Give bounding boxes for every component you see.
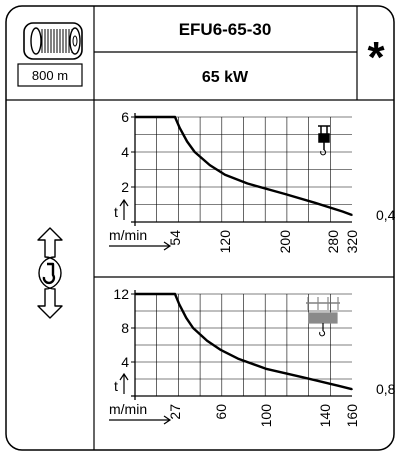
data-point (185, 317, 187, 319)
data-point (341, 210, 344, 213)
data-point (192, 327, 194, 329)
x-tick-label: 100 (258, 404, 274, 428)
data-point (351, 388, 353, 391)
load-speed-chart-bottom: 12 8 4t m/min 27 60 100 140 160 0,8 (109, 286, 396, 427)
power-rating: 65 kW (202, 69, 249, 86)
x-tick-label: 120 (217, 230, 233, 254)
data-point (186, 140, 188, 143)
x-tick-label: 54 (167, 230, 183, 246)
x-tick-label: 160 (344, 404, 360, 428)
single-trolley-icon (318, 125, 330, 156)
card-border (5, 5, 395, 451)
data-point (302, 376, 304, 379)
x-tick-label: 60 (213, 404, 229, 420)
data-point (314, 201, 316, 204)
min-load-label: 0,4 (376, 207, 396, 223)
data-point (246, 182, 249, 185)
model-name: EFU6-65-30 (179, 20, 272, 39)
x-tick-label: 200 (277, 230, 293, 254)
data-point (174, 293, 176, 295)
y-tick-label: 8 (121, 320, 129, 336)
star-marker: * (367, 33, 385, 82)
y-axis-arrow (119, 372, 129, 394)
y-axis-arrow (119, 198, 129, 220)
rope-length-box (17, 63, 83, 87)
min-load-label: 0,8 (376, 381, 396, 397)
x-tick-label: 280 (325, 230, 341, 254)
rope-length: 800 m (32, 68, 68, 83)
x-axis-label: m/min (109, 227, 147, 243)
data-point (174, 116, 176, 118)
data-point (209, 164, 211, 166)
data-point (220, 349, 222, 351)
x-tick-label: 320 (344, 230, 360, 254)
data-point (178, 303, 180, 306)
cable-drum-icon (23, 22, 83, 60)
x-tick-label: 140 (317, 404, 333, 428)
load-speed-chart-top: 6 4 2t m/min 54 120 200 280 320 0,4 (109, 109, 396, 253)
data-point (284, 193, 286, 195)
data-point (193, 151, 196, 153)
data-point (224, 173, 226, 176)
x-tick-label: 27 (167, 404, 183, 420)
data-point (351, 214, 353, 216)
y-tick-label: 4 (121, 144, 129, 160)
hook-rotation-icon (37, 227, 63, 319)
x-axis-arrow (109, 241, 172, 251)
y-axis-label: t (114, 378, 118, 394)
x-axis-arrow (109, 415, 172, 425)
load-curve (135, 115, 353, 217)
y-tick-label: 12 (113, 286, 129, 302)
data-point (265, 368, 267, 370)
load-curve (135, 292, 353, 391)
data-point (178, 126, 181, 129)
y-tick-label: 2 (121, 179, 129, 195)
x-axis-label: m/min (109, 401, 147, 417)
y-tick-label: 4 (121, 354, 129, 370)
y-tick-label: 6 (121, 109, 129, 125)
data-point (337, 385, 340, 387)
data-point (206, 339, 208, 342)
y-axis-label: t (114, 204, 118, 220)
double-trolley-icon (306, 297, 340, 337)
data-point (237, 357, 239, 360)
